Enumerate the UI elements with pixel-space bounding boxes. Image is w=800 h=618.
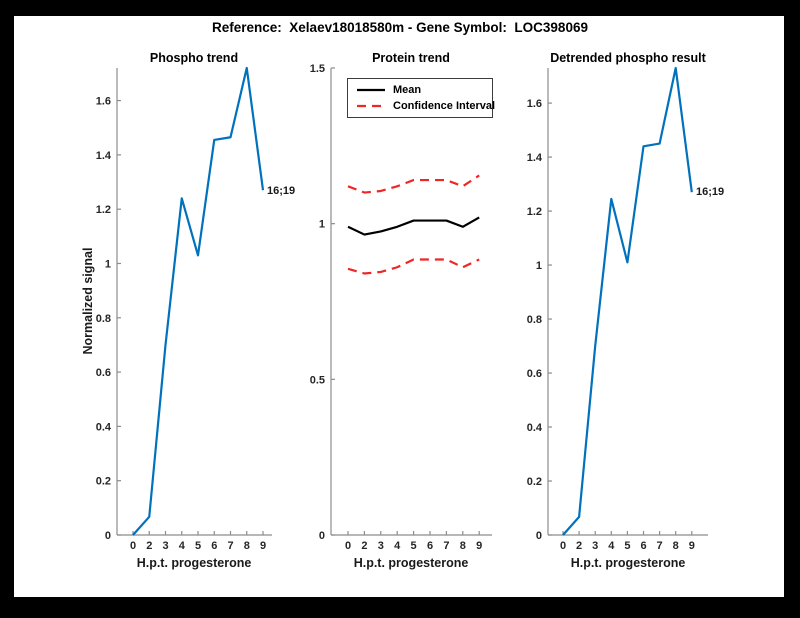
svg-text:1.5: 1.5 xyxy=(310,63,325,75)
svg-text:8: 8 xyxy=(673,540,679,552)
svg-text:4: 4 xyxy=(608,540,615,552)
legend-box: Mean Confidence Interval xyxy=(347,78,496,118)
svg-text:7: 7 xyxy=(657,540,663,552)
svg-text:0.2: 0.2 xyxy=(96,476,111,488)
subplot3-title: Detrended phospho result xyxy=(550,51,706,65)
subplot3-x-axis-label: H.p.t. progesterone xyxy=(570,556,686,570)
svg-text:0: 0 xyxy=(345,540,351,552)
subplot1-x-axis-label: H.p.t. progesterone xyxy=(136,556,252,570)
svg-text:1.2: 1.2 xyxy=(96,204,111,216)
svg-text:0.8: 0.8 xyxy=(96,313,111,325)
svg-text:8: 8 xyxy=(244,540,250,552)
svg-text:0.6: 0.6 xyxy=(527,368,542,380)
svg-text:9: 9 xyxy=(260,540,266,552)
svg-text:0.6: 0.6 xyxy=(96,367,111,379)
subplot2-x-axis-label: H.p.t. progesterone xyxy=(353,556,469,570)
svg-text:1: 1 xyxy=(105,258,111,270)
svg-text:2: 2 xyxy=(146,540,152,552)
svg-text:2: 2 xyxy=(361,540,367,552)
svg-text:6: 6 xyxy=(427,540,433,552)
subplot3-endpoint-annotation: 16;19 xyxy=(696,186,725,198)
svg-text:0: 0 xyxy=(105,530,111,542)
svg-text:1.4: 1.4 xyxy=(96,150,112,162)
svg-text:0: 0 xyxy=(319,530,325,542)
svg-text:1.4: 1.4 xyxy=(527,152,543,164)
svg-text:0.2: 0.2 xyxy=(527,476,542,488)
subplot2-title: Protein trend xyxy=(372,51,450,65)
figure-title: Reference: Xelaev18018580m - Gene Symbol… xyxy=(212,20,588,35)
legend-entry-confidence-interval: Confidence Interval xyxy=(356,98,496,114)
legend-label-confidence-interval: Confidence Interval xyxy=(393,100,496,112)
svg-text:1: 1 xyxy=(319,219,325,231)
svg-text:0.4: 0.4 xyxy=(96,421,112,433)
svg-text:5: 5 xyxy=(624,540,630,552)
svg-text:3: 3 xyxy=(162,540,168,552)
svg-text:1: 1 xyxy=(536,260,542,272)
svg-text:1.2: 1.2 xyxy=(527,206,542,218)
svg-text:9: 9 xyxy=(689,540,695,552)
svg-text:5: 5 xyxy=(195,540,201,552)
legend-label-mean: Mean xyxy=(393,84,422,96)
confidence-interval-dashed-line-sample-icon xyxy=(357,104,385,108)
svg-text:2: 2 xyxy=(576,540,582,552)
svg-text:1.6: 1.6 xyxy=(96,96,111,108)
svg-text:8: 8 xyxy=(460,540,466,552)
svg-text:4: 4 xyxy=(394,540,401,552)
svg-text:1.6: 1.6 xyxy=(527,98,542,110)
svg-text:9: 9 xyxy=(476,540,482,552)
svg-text:0: 0 xyxy=(560,540,566,552)
subplot1-title: Phospho trend xyxy=(149,51,239,65)
svg-text:0: 0 xyxy=(536,530,542,542)
mean-line-sample-icon xyxy=(357,88,385,92)
svg-text:7: 7 xyxy=(227,540,233,552)
svg-text:4: 4 xyxy=(179,540,186,552)
svg-text:0.8: 0.8 xyxy=(527,314,542,326)
svg-text:0.5: 0.5 xyxy=(310,374,325,386)
svg-text:5: 5 xyxy=(411,540,417,552)
svg-text:6: 6 xyxy=(640,540,646,552)
svg-text:6: 6 xyxy=(211,540,217,552)
subplot1-endpoint-annotation: 16;19 xyxy=(267,185,296,197)
subplot1-y-axis-label: Normalized signal xyxy=(81,247,95,355)
svg-text:7: 7 xyxy=(443,540,449,552)
svg-text:3: 3 xyxy=(378,540,384,552)
svg-text:0: 0 xyxy=(130,540,136,552)
svg-text:0.4: 0.4 xyxy=(527,422,543,434)
legend-entry-mean: Mean xyxy=(356,82,492,98)
svg-text:3: 3 xyxy=(592,540,598,552)
